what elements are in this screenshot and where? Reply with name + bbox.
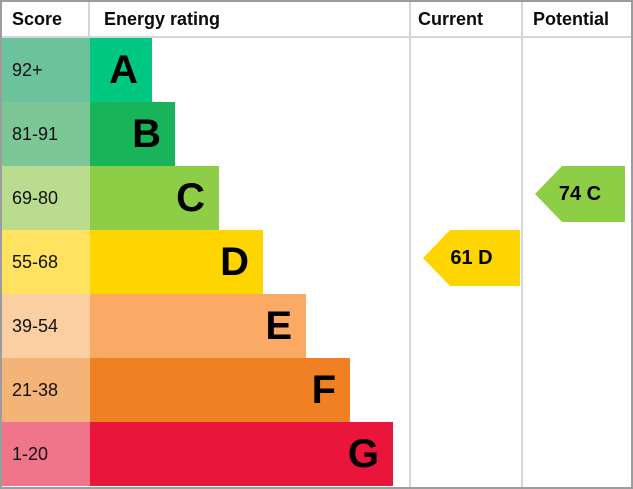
band-letter: D [220, 239, 249, 284]
divider-rating-current [409, 2, 411, 487]
band-row-d: 55-68 D [2, 230, 631, 294]
band-bar-b: B [90, 102, 175, 166]
band-letter: G [347, 431, 379, 476]
band-bar-c: C [90, 166, 219, 230]
divider-current-potential [521, 2, 523, 487]
column-header-energy-rating: Energy rating [104, 9, 221, 29]
band-bar-a: A [90, 38, 152, 102]
column-header-score: Score [12, 9, 63, 29]
band-bar-g: G [90, 422, 393, 486]
score-range-label: 81-91 [2, 102, 90, 166]
band-row-e: 39-54 E [2, 294, 631, 358]
score-range-label: 39-54 [2, 294, 90, 358]
band-letter: B [132, 111, 161, 156]
current-rating-label: 61 D [450, 246, 493, 269]
column-header-potential: Potential [533, 9, 610, 29]
score-range-label: 21-38 [2, 358, 90, 422]
band-row-c: 69-80 C [2, 166, 631, 230]
band-row-a: 92+ A [2, 38, 631, 102]
band-row-g: 1-20 G [2, 422, 631, 486]
band-letter: F [311, 367, 336, 412]
band-letter: A [109, 47, 138, 92]
column-header-current: Current [418, 9, 484, 29]
band-letter: C [176, 175, 205, 220]
score-range-label: 55-68 [2, 230, 90, 294]
band-row-f: 21-38 F [2, 358, 631, 422]
band-bar-f: F [90, 358, 350, 422]
band-bar-e: E [90, 294, 306, 358]
band-bar-d: D [90, 230, 263, 294]
band-rows: 92+ A 81-91 B 69-80 C 55-68 D 39-54 E 21… [2, 38, 631, 486]
potential-rating-label: 74 C [558, 182, 602, 205]
score-range-label: 1-20 [2, 422, 90, 486]
table-header: Score Energy rating Current Potential [2, 2, 631, 38]
band-row-b: 81-91 B [2, 102, 631, 166]
score-range-label: 92+ [2, 38, 90, 102]
divider-score-rating [88, 2, 90, 36]
band-letter: E [265, 303, 292, 348]
score-range-label: 69-80 [2, 166, 90, 230]
